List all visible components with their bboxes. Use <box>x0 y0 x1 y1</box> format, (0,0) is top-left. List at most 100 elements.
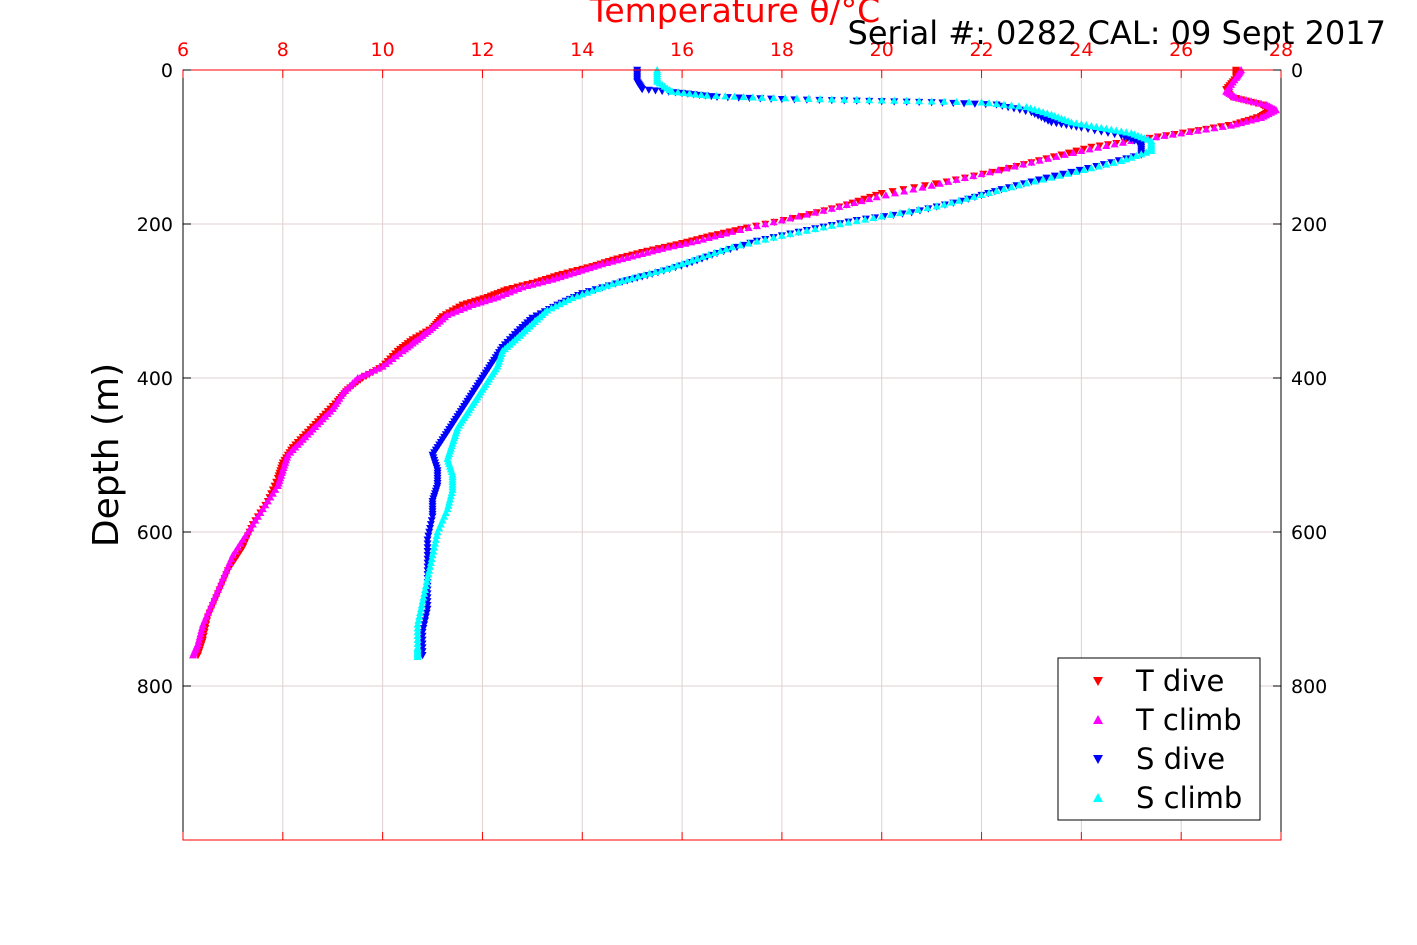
data-point <box>588 286 597 294</box>
data-point <box>429 547 438 555</box>
y-tick-label-left: 600 <box>137 522 173 544</box>
legend-box <box>1057 657 1261 821</box>
x-tick-label: 20 <box>870 39 894 61</box>
data-point <box>1072 147 1081 155</box>
data-point <box>573 292 582 300</box>
data-point <box>769 93 778 102</box>
data-point <box>1030 177 1039 185</box>
data-point <box>1050 172 1059 180</box>
data-point <box>731 227 740 235</box>
data-point <box>687 238 696 246</box>
data-point <box>1047 173 1056 181</box>
data-point <box>357 372 366 380</box>
data-point <box>431 539 440 547</box>
data-point <box>860 195 869 203</box>
data-point <box>909 185 918 193</box>
data-point <box>886 210 895 218</box>
data-point <box>426 521 435 529</box>
data-point <box>421 581 430 590</box>
data-point <box>1094 143 1102 151</box>
chart-subtitle: Serial #: 0282 CAL: 09 Sept 2017 <box>848 14 1386 52</box>
data-point <box>1060 150 1069 158</box>
data-point <box>460 304 469 312</box>
y-tick-label-right: 800 <box>1291 676 1327 698</box>
x-tick-label: 16 <box>670 39 694 61</box>
data-point <box>370 366 379 374</box>
data-point <box>757 93 766 101</box>
data-point <box>415 612 424 620</box>
data-point <box>722 245 731 253</box>
data-point <box>698 252 707 260</box>
data-point <box>761 235 770 243</box>
data-point <box>413 624 422 632</box>
data-point <box>739 92 748 101</box>
data-point <box>1107 125 1116 133</box>
data-point <box>761 220 770 228</box>
data-point <box>730 92 739 100</box>
data-point <box>865 194 874 203</box>
data-point <box>992 99 1001 108</box>
data-point <box>710 248 719 257</box>
data-point <box>1055 171 1064 179</box>
data-point <box>1087 143 1096 151</box>
data-point <box>455 305 464 314</box>
data-point <box>455 303 464 311</box>
data-point <box>416 608 425 617</box>
data-point <box>673 88 682 96</box>
data-point <box>433 528 442 536</box>
data-point <box>792 94 801 102</box>
data-point <box>427 554 436 563</box>
data-point <box>691 90 700 98</box>
y-axis-label: Depth (m) <box>86 363 127 547</box>
y-tick-label-right: 0 <box>1291 60 1303 82</box>
data-point <box>663 264 672 272</box>
data-point <box>1064 149 1073 157</box>
data-point <box>1035 156 1044 164</box>
data-point <box>857 196 866 205</box>
data-point <box>555 300 564 308</box>
data-point <box>1085 145 1094 153</box>
data-point <box>568 293 577 302</box>
data-point <box>518 283 527 291</box>
y-tick-label-right: 600 <box>1291 522 1327 544</box>
data-point <box>736 241 745 249</box>
data-point <box>1242 117 1251 125</box>
data-point <box>844 218 853 226</box>
data-point <box>915 97 924 105</box>
data-point <box>728 243 736 251</box>
data-point <box>421 613 430 621</box>
data-point <box>816 95 825 103</box>
legend-label: T dive <box>1135 664 1224 698</box>
data-point <box>425 566 434 574</box>
data-point <box>970 192 979 200</box>
data-point <box>1247 97 1256 105</box>
data-point <box>679 88 688 97</box>
data-point <box>952 175 961 183</box>
data-point <box>827 221 836 229</box>
data-point <box>918 183 927 191</box>
data-point <box>1000 184 1009 193</box>
data-point <box>744 239 753 247</box>
data-point <box>1059 170 1068 178</box>
legend-label: S climb <box>1136 781 1242 815</box>
data-point <box>1232 93 1241 101</box>
legend-label: T climb <box>1135 703 1242 737</box>
data-point <box>431 535 440 543</box>
data-point <box>1042 174 1051 182</box>
data-point <box>777 231 786 239</box>
data-point <box>1160 131 1169 139</box>
data-point <box>877 96 886 104</box>
data-point <box>683 257 692 266</box>
data-point <box>668 262 677 271</box>
data-point <box>1079 145 1088 153</box>
data-point <box>188 651 197 659</box>
data-point <box>420 621 429 629</box>
data-point <box>422 578 431 586</box>
data-point <box>1109 158 1118 166</box>
data-point <box>1102 124 1111 132</box>
x-tick-label: 24 <box>1069 39 1093 61</box>
data-point <box>543 276 552 284</box>
data-point <box>781 94 790 102</box>
y-tick-label-left: 400 <box>137 368 173 390</box>
data-point <box>378 362 387 370</box>
